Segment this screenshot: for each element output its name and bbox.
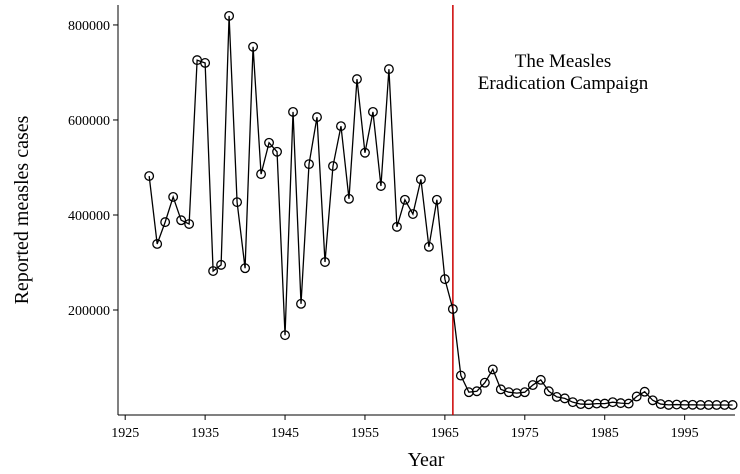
x-tick-label: 1975 (511, 426, 539, 441)
data-point (631, 391, 642, 402)
data-point (240, 263, 251, 274)
data-point (216, 259, 227, 270)
data-point (280, 330, 290, 341)
data-point (336, 121, 346, 132)
data-point (304, 159, 314, 170)
data-point (168, 191, 179, 202)
data-point (256, 169, 267, 180)
data-point (320, 257, 330, 267)
data-point (415, 174, 426, 185)
x-tick-label: 1935 (191, 426, 219, 441)
data-point (232, 197, 243, 208)
data-point (543, 386, 554, 397)
data-point (647, 395, 658, 406)
data-point (479, 377, 490, 388)
data-point (360, 147, 370, 158)
x-axis-label: Year (408, 449, 445, 471)
x-tick-label: 1965 (431, 426, 459, 441)
data-point (328, 161, 338, 172)
data-point (264, 137, 275, 148)
data-point (407, 209, 418, 219)
data-point (368, 106, 378, 117)
y-tick-label: 600000 (68, 114, 110, 129)
data-point (447, 304, 458, 315)
annotation: Eradication Campaign (478, 73, 649, 94)
data-point (272, 146, 282, 157)
data-point (431, 194, 442, 205)
data-point (144, 171, 155, 181)
data-point (727, 400, 738, 410)
data-point (312, 112, 322, 123)
data-point (487, 364, 498, 375)
data-point (439, 274, 450, 285)
data-point (176, 215, 187, 226)
data-point (527, 380, 538, 391)
data-point (288, 106, 298, 117)
data-point (455, 370, 466, 381)
data-point (383, 64, 394, 75)
data-point (352, 74, 362, 85)
y-tick-label: 400000 (68, 209, 110, 224)
data-point (160, 217, 171, 228)
y-tick-label: 200000 (68, 304, 110, 319)
data-point (471, 386, 482, 397)
data-point (519, 387, 530, 398)
data-point (344, 193, 354, 204)
x-tick-label: 1955 (351, 426, 379, 441)
data-point (248, 41, 259, 52)
x-tick-label: 1925 (111, 426, 139, 441)
data-point (184, 219, 195, 229)
data-point (200, 58, 211, 68)
data-point (224, 10, 235, 21)
data-point (208, 266, 219, 276)
annotation: The Measles (515, 51, 612, 72)
data-line (148, 15, 733, 406)
x-tick-label: 1985 (591, 426, 619, 441)
y-tick-label: 800000 (68, 19, 110, 34)
data-point (535, 374, 546, 385)
data-point (152, 239, 163, 249)
x-tick-label: 1995 (671, 426, 699, 441)
data-point (639, 386, 650, 397)
x-tick-label: 1945 (271, 426, 299, 441)
data-point (399, 194, 410, 205)
data-point (391, 221, 402, 232)
data-point (375, 181, 386, 191)
data-point (423, 241, 434, 252)
data-point (623, 398, 634, 409)
data-point (559, 393, 570, 404)
data-point (296, 298, 306, 309)
y-axis-label: Reported measles cases (11, 115, 33, 304)
